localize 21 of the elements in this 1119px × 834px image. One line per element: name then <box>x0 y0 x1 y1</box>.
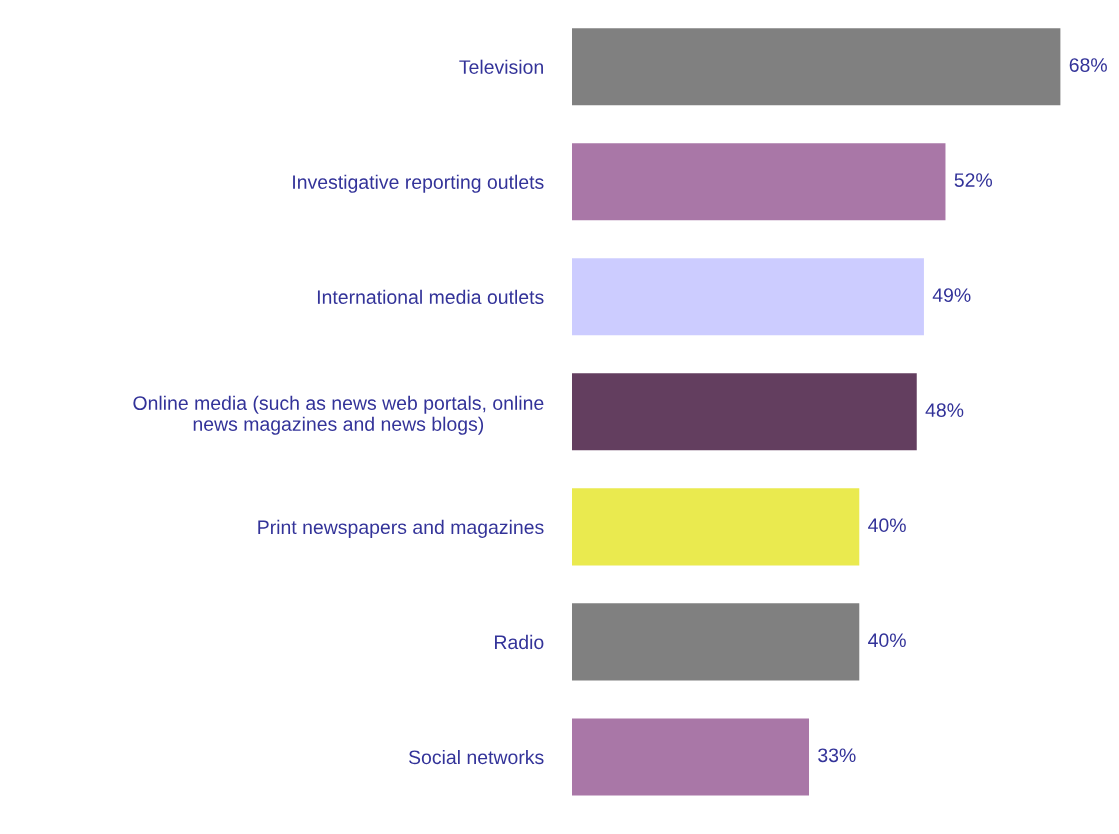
data-label: 49% <box>932 288 971 303</box>
data-label: 33% <box>818 748 856 763</box>
data-label: 40% <box>868 518 906 533</box>
bar <box>572 603 860 681</box>
y-tick-label: Online media (such as news web portals, online news magazines and news blogs) <box>133 395 544 435</box>
y-tick-label: Print newspapers and magazines <box>258 519 544 538</box>
y-tick-label: International media outlets <box>317 289 544 305</box>
y-tick-label: Investigative reporting outlets <box>293 174 544 193</box>
data-label: 52% <box>954 173 993 187</box>
y-tick-label: Social networks <box>408 749 544 765</box>
bar <box>572 143 946 221</box>
bar <box>572 488 860 566</box>
bar <box>572 373 917 451</box>
data-label: 40% <box>868 633 906 648</box>
bar <box>572 258 924 336</box>
bar <box>572 28 1061 106</box>
data-label: 48% <box>925 403 964 418</box>
y-tick-label: Radio <box>495 634 544 650</box>
data-label: 68% <box>1069 58 1107 72</box>
y-tick-label: Television <box>459 59 543 74</box>
bar <box>572 718 810 796</box>
